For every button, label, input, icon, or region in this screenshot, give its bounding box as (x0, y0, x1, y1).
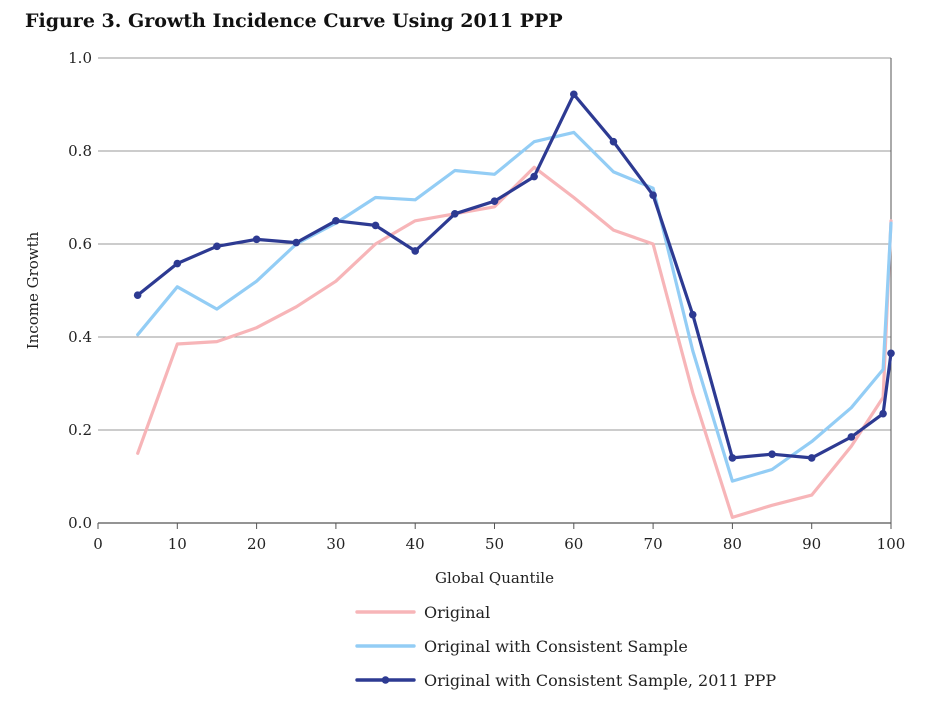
x-tick-label: 10 (168, 535, 187, 553)
x-axis-label: Global Quantile (435, 569, 554, 587)
y-tick-label: 0.2 (68, 421, 92, 439)
legend-label-1: Original (424, 603, 490, 622)
legend-layer: Original Original with Consistent Sample O… (355, 603, 776, 690)
x-tick-label: 0 (93, 535, 103, 553)
legend-marker-3 (381, 676, 390, 684)
series-3-point (252, 235, 261, 244)
y-tick-label: 0.0 (68, 514, 92, 532)
x-tick-label: 80 (723, 535, 742, 553)
x-tick-label: 30 (326, 535, 345, 553)
series-line-3 (136, 92, 893, 460)
series-3-point (728, 454, 737, 462)
series-3-point (688, 310, 697, 319)
y-axis-label: Income Growth (24, 231, 42, 349)
x-tick-label: 50 (485, 535, 504, 553)
series-3-point (371, 221, 380, 230)
series-3-point (847, 433, 856, 441)
series-3-point (490, 197, 499, 206)
series-3-point (133, 291, 142, 299)
series-line-1 (136, 165, 893, 520)
axis-layer: 0.0 0.2 0.4 0.6 0.8 1.0 0 10 20 30 40 50 60 70 80 90 100… (24, 49, 905, 587)
series-3-point (879, 409, 887, 418)
series-3-point (451, 209, 459, 218)
series-3-point (173, 259, 182, 268)
x-tick-label: 90 (802, 535, 821, 553)
y-tick-label: 1.0 (68, 49, 92, 67)
series-3-point (570, 90, 578, 99)
series-line-2 (136, 130, 893, 483)
y-tick-label: 0.4 (68, 328, 92, 346)
series-3-point (609, 137, 618, 146)
series-3-point (530, 172, 538, 181)
x-tick-label: 70 (644, 535, 663, 553)
series-layer (133, 90, 895, 520)
series-3-point (649, 191, 657, 199)
x-tick-label: 60 (564, 535, 583, 553)
legend-label-3: Original with Consistent Sample, 2011 PP… (424, 671, 776, 690)
x-tick-label: 40 (406, 535, 425, 553)
legend-label-2: Original with Consistent Sample (424, 637, 688, 656)
series-3-point (768, 450, 776, 458)
series-3-point (807, 454, 816, 462)
series-3-point (887, 349, 895, 358)
chart-title: Figure 3. Growth Incidence Curve Using 2… (25, 10, 563, 32)
series-3-point (213, 242, 221, 251)
series-3-point (292, 238, 301, 247)
y-tick-label: 0.8 (68, 142, 92, 160)
y-tick-label: 0.6 (68, 235, 92, 253)
x-tick-label: 20 (247, 535, 266, 553)
x-tick-label: 100 (877, 535, 906, 553)
series-3-point (411, 247, 420, 255)
series-3-point (332, 216, 340, 225)
